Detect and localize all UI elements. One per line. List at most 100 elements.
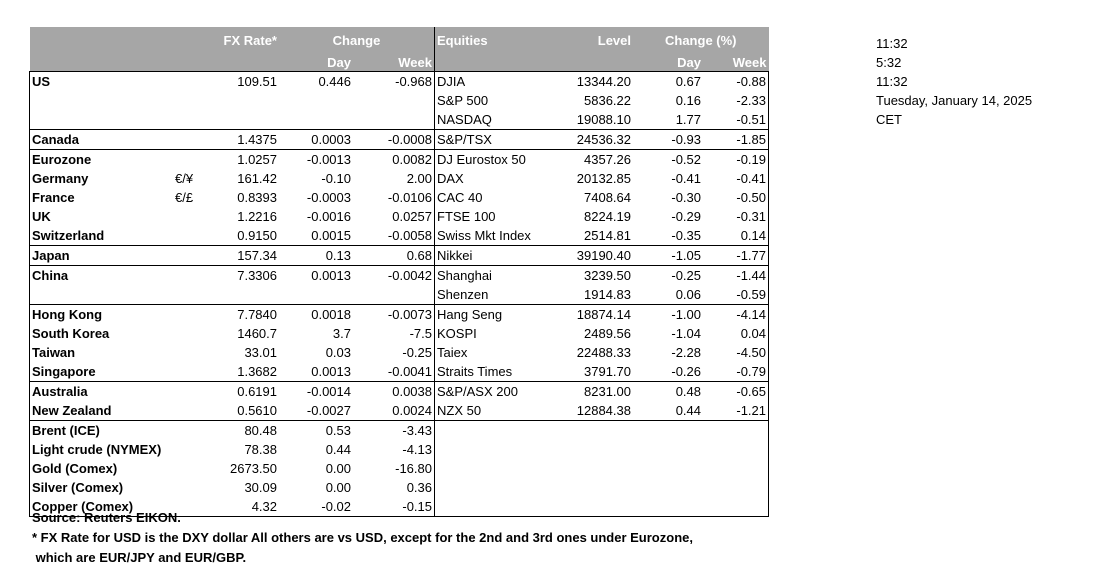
equity-change-day: -1.00 xyxy=(633,304,703,324)
equity-index xyxy=(434,478,549,497)
row-name: US xyxy=(29,71,173,91)
fx-change-week: -0.0042 xyxy=(353,265,435,285)
equity-change-day: -0.26 xyxy=(671,364,701,379)
fx-change-day: 0.0015 xyxy=(311,228,351,243)
fx-change-week: -4.13 xyxy=(402,442,432,457)
fx-change-day: -0.0027 xyxy=(306,403,351,418)
equity-index: DJ Eurostox 50 xyxy=(434,149,549,169)
fx-change-week: 0.0038 xyxy=(353,381,435,401)
table-row: Hong Kong 7.7840 0.0018 -0.0073 Hang Seng 188… xyxy=(29,304,769,324)
fx-change-week: 0.0024 xyxy=(392,403,432,418)
header-row-1: FX Rate* Change Equities Level Change (%… xyxy=(29,27,769,55)
row-name: Australia xyxy=(29,381,173,401)
fx-rate: 0.6191 xyxy=(203,381,279,401)
row-name: Japan xyxy=(29,245,173,266)
fx-pair-symbol xyxy=(173,149,203,169)
fx-rate: 2673.50 xyxy=(230,461,277,476)
fx-rate: 4.32 xyxy=(203,497,279,517)
equity-change-day: -0.29 xyxy=(671,209,701,224)
fx-pair-symbol xyxy=(173,129,203,150)
equity-level: 22488.33 xyxy=(576,345,631,360)
equity-level: 19088.10 xyxy=(576,112,631,127)
row-name: Canada xyxy=(29,129,173,150)
equity-index: NZX 50 xyxy=(434,401,549,421)
equity-index xyxy=(434,440,549,459)
equity-change-week: -0.65 xyxy=(703,381,769,401)
equity-index: S&P 500 xyxy=(434,91,549,110)
timestamp-panel: 11:32 5:32 11:32 Tuesday, January 14, 20… xyxy=(876,34,1032,129)
fx-change-day: 0.0003 xyxy=(279,129,353,150)
row-name xyxy=(29,285,173,305)
table-row: Switzerland 0.9150 0.0015 -0.0058 Swiss Mkt … xyxy=(29,226,769,246)
fx-change-day: 0.00 xyxy=(325,480,351,495)
equity-change-week: -4.14 xyxy=(703,304,769,324)
equity-change-week: -0.59 xyxy=(703,285,769,305)
fx-pair-symbol xyxy=(173,459,203,478)
fx-change-day: -0.0014 xyxy=(279,381,353,401)
row-name: Silver (Comex) xyxy=(29,478,173,497)
row-name: Gold (Comex) xyxy=(29,459,173,478)
header-fx-day: Day xyxy=(279,55,353,72)
fx-change-day xyxy=(279,110,353,130)
equity-change-week xyxy=(703,459,769,478)
fx-pair-symbol xyxy=(173,285,203,305)
table-row: US 109.51 0.446 -0.968 DJIA 13344.20 0.67 -0.88 xyxy=(29,71,769,91)
fx-rate: 78.38 xyxy=(244,442,277,457)
equity-level: 2489.56 xyxy=(584,326,631,341)
equity-level: 3791.70 xyxy=(584,364,631,379)
equity-change-week: -0.41 xyxy=(703,169,769,188)
fx-change-week: -0.0106 xyxy=(387,190,432,205)
table-row: Light crude (NYMEX) 78.38 0.44 -4.13 xyxy=(29,440,769,459)
fx-change-week: -3.43 xyxy=(353,420,435,440)
equity-change-day: -0.41 xyxy=(671,171,701,186)
time-2: 5:32 xyxy=(876,55,902,70)
table-row: Germany €/¥ 161.42 -0.10 2.00 DAX 20132.85 -0.4… xyxy=(29,169,769,188)
equity-change-day: -0.52 xyxy=(633,149,703,169)
fx-change-day: 0.53 xyxy=(279,420,353,440)
row-name: Light crude (NYMEX) xyxy=(29,440,173,459)
table-row: UK 1.2216 -0.0016 0.0257 FTSE 100 8224.19 -0.2… xyxy=(29,207,769,226)
header-fx-week: Week xyxy=(353,55,435,72)
row-name: Eurozone xyxy=(29,149,173,169)
fx-change-week: 0.68 xyxy=(353,245,435,266)
equity-index: Swiss Mkt Index xyxy=(434,226,549,246)
header-eq-day: Day xyxy=(633,55,703,72)
equity-change-week: -1.85 xyxy=(703,129,769,150)
timezone: CET xyxy=(876,112,902,127)
header-empty xyxy=(29,27,173,55)
row-name: China xyxy=(29,265,173,285)
equity-index: Shanghai xyxy=(434,265,549,285)
fx-footnote-line-2: which are EUR/JPY and EUR/GBP. xyxy=(32,550,247,565)
fx-rate: 7.3306 xyxy=(203,265,279,285)
equity-index: Shenzen xyxy=(434,285,549,305)
equity-index: Straits Times xyxy=(434,362,549,382)
fx-change-day xyxy=(279,91,353,110)
equity-change-week: 0.14 xyxy=(703,226,769,246)
header-change: Change xyxy=(279,27,435,55)
table-row: France €/£ 0.8393 -0.0003 -0.0106 CAC 40 7408.… xyxy=(29,188,769,207)
equity-change-week: -0.19 xyxy=(703,149,769,169)
fx-pair-symbol: €/¥ xyxy=(175,171,194,186)
table-row: China 7.3306 0.0013 -0.0042 Shanghai 3239.50-… xyxy=(29,265,769,285)
row-name: Taiwan xyxy=(29,343,173,362)
equity-index: S&P/ASX 200 xyxy=(434,381,549,401)
equity-change-day: -1.05 xyxy=(633,245,703,266)
fx-rate: 30.09 xyxy=(244,480,277,495)
fx-change-day: -0.0003 xyxy=(306,190,351,205)
table-row: NASDAQ 19088.10 1.77 -0.51 xyxy=(29,110,769,130)
fx-change-week xyxy=(353,91,435,110)
fx-footnote-line-1: * FX Rate for USD is the DXY dollar All … xyxy=(32,530,693,545)
fx-pair-symbol xyxy=(173,110,203,130)
equity-level xyxy=(549,420,633,440)
fx-change-day: 0.0013 xyxy=(311,364,351,379)
market-table: FX Rate* Change Equities Level Change (%… xyxy=(29,27,769,517)
equity-level: 8224.19 xyxy=(584,209,631,224)
equity-change-day xyxy=(633,497,703,517)
fx-pair-symbol xyxy=(173,71,203,91)
fx-pair-symbol xyxy=(173,304,203,324)
equity-index: Taiex xyxy=(434,343,549,362)
equity-index: KOSPI xyxy=(434,324,549,343)
fx-change-day: 0.03 xyxy=(325,345,351,360)
fx-change-day: -0.02 xyxy=(279,497,353,517)
table-row: New Zealand 0.5610 -0.0027 0.0024 NZX 50 1288… xyxy=(29,401,769,421)
